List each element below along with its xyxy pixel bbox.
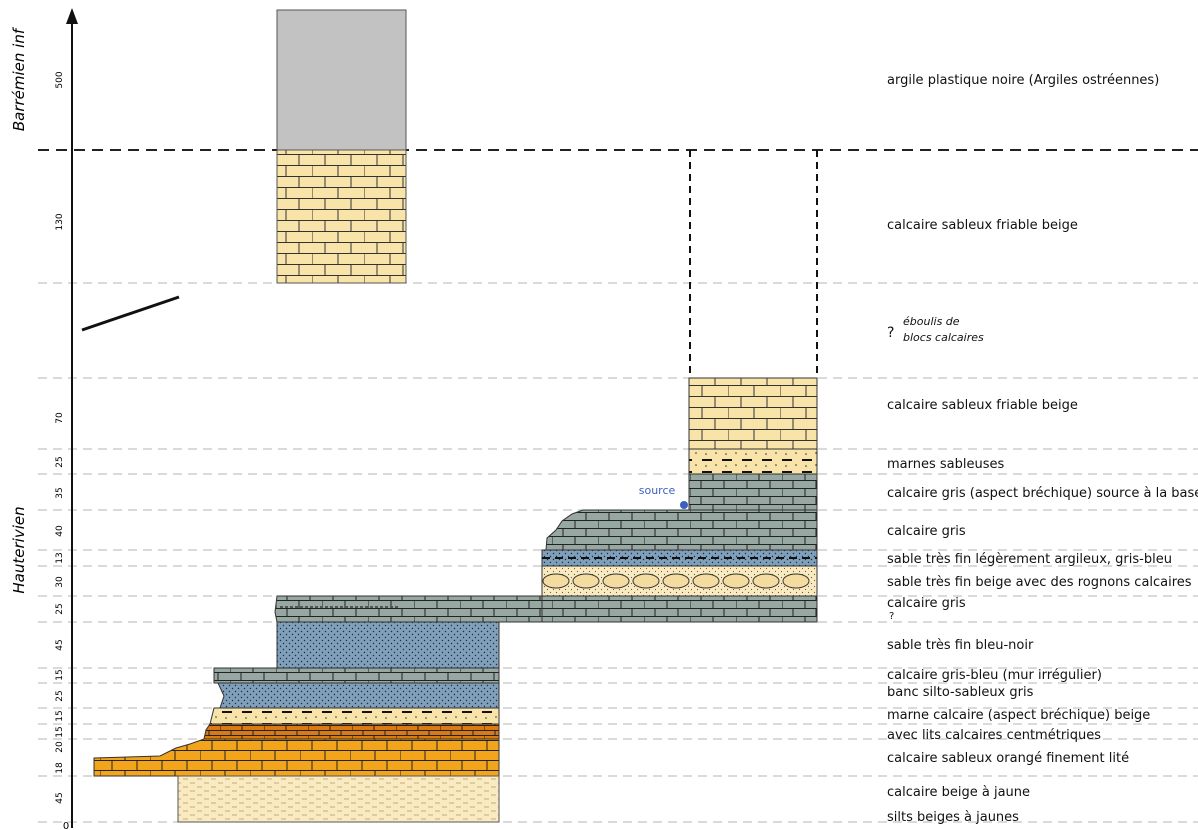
bed-orange-sandy-limestone: [93, 738, 500, 777]
bed-black-clay: [276, 9, 407, 151]
bed-boundary-lines: [38, 282, 1198, 823]
bed-grey-silt-sand: [217, 682, 500, 709]
bed-beige-marl: [209, 707, 500, 725]
thickness-axis: 0: [63, 8, 180, 830]
question-mark: ?: [887, 325, 894, 341]
thickness-label: 15: [55, 726, 65, 737]
description-label: calcaire sableux friable beige: [887, 398, 1078, 413]
bed-beige-yellow-silts: [177, 775, 500, 823]
bed-grey-limestone-breccia: [688, 473, 818, 511]
axis-origin-label: 0: [63, 821, 69, 830]
description-label: avec lits calcaires centmétriques: [887, 728, 1101, 743]
thickness-label: 45: [55, 792, 65, 803]
description-label: calcaire gris: [887, 524, 966, 539]
description-label: sable très fin bleu-noir: [887, 638, 1034, 653]
description-label: éboulis de: [903, 315, 960, 328]
bed-sandy-limestone-upper: [276, 149, 407, 284]
thickness-label: 40: [55, 525, 65, 537]
thickness-labels: 500 130 70 25 35 40 13 30 25 45 15 25 15…: [55, 71, 65, 804]
thickness-label: 15: [55, 710, 65, 721]
bed-sandy-limestone-middle: [688, 377, 818, 450]
thickness-label: 30: [55, 576, 65, 588]
thickness-label: 25: [55, 603, 65, 614]
era-label-barremien: Barrémien inf: [10, 26, 28, 131]
description-label: calcaire gris-bleu (mur irrégulier): [887, 668, 1102, 683]
description-label: calcaire sableux orangé finement lité: [887, 751, 1129, 766]
description-label: calcaire gris (aspect bréchique) source …: [887, 486, 1198, 501]
question-mark: ?: [889, 611, 894, 622]
description-label: marnes sableuses: [887, 457, 1005, 472]
source-label: source: [639, 484, 676, 497]
thickness-label: 35: [55, 487, 65, 498]
scree-gap-outline: [689, 150, 818, 378]
source-marker: [680, 501, 688, 509]
thickness-label: 18: [55, 762, 65, 774]
thickness-label: 13: [55, 552, 65, 563]
thickness-label: 130: [55, 213, 65, 230]
description-label: sable très fin légèrement argileux, gris…: [887, 552, 1172, 567]
description-label: blocs calcaires: [903, 331, 984, 344]
description-label: marne calcaire (aspect bréchique) beige: [887, 708, 1150, 723]
bed-sandy-marl: [688, 448, 818, 475]
thickness-label: 15: [55, 669, 65, 680]
bed-grey-limestone: [545, 509, 818, 551]
bed-grey-limestone-base: [541, 595, 818, 623]
description-label: sable très fin beige avec des rognons ca…: [887, 575, 1192, 590]
description-label: calcaire beige à jaune: [887, 785, 1030, 800]
bed-limestone-lits: [203, 723, 500, 740]
thickness-label: 20: [55, 741, 65, 753]
description-label: calcaire gris: [887, 596, 966, 611]
thickness-label: 25: [55, 690, 65, 701]
description-label: banc silto-sableux gris: [887, 685, 1034, 700]
thickness-label: 500: [55, 71, 65, 88]
bed-grey-blue-limestone: [213, 667, 500, 684]
era-label-hauterivien: Hauterivien: [10, 506, 28, 593]
bed-blue-black-sand: [276, 621, 500, 669]
bed-grey-limestone-left: [274, 595, 543, 623]
description-label: calcaire sableux friable beige: [887, 218, 1078, 233]
description-label: silts beiges à jaunes: [887, 810, 1019, 825]
thickness-label: 70: [55, 412, 65, 424]
description-label: argile plastique noire (Argiles ostréenn…: [887, 73, 1159, 88]
nodule-row: [542, 573, 810, 589]
bed-descriptions: argile plastique noire (Argiles ostréenn…: [887, 73, 1198, 825]
thickness-label: 25: [55, 456, 65, 467]
thickness-label: 45: [55, 639, 65, 650]
